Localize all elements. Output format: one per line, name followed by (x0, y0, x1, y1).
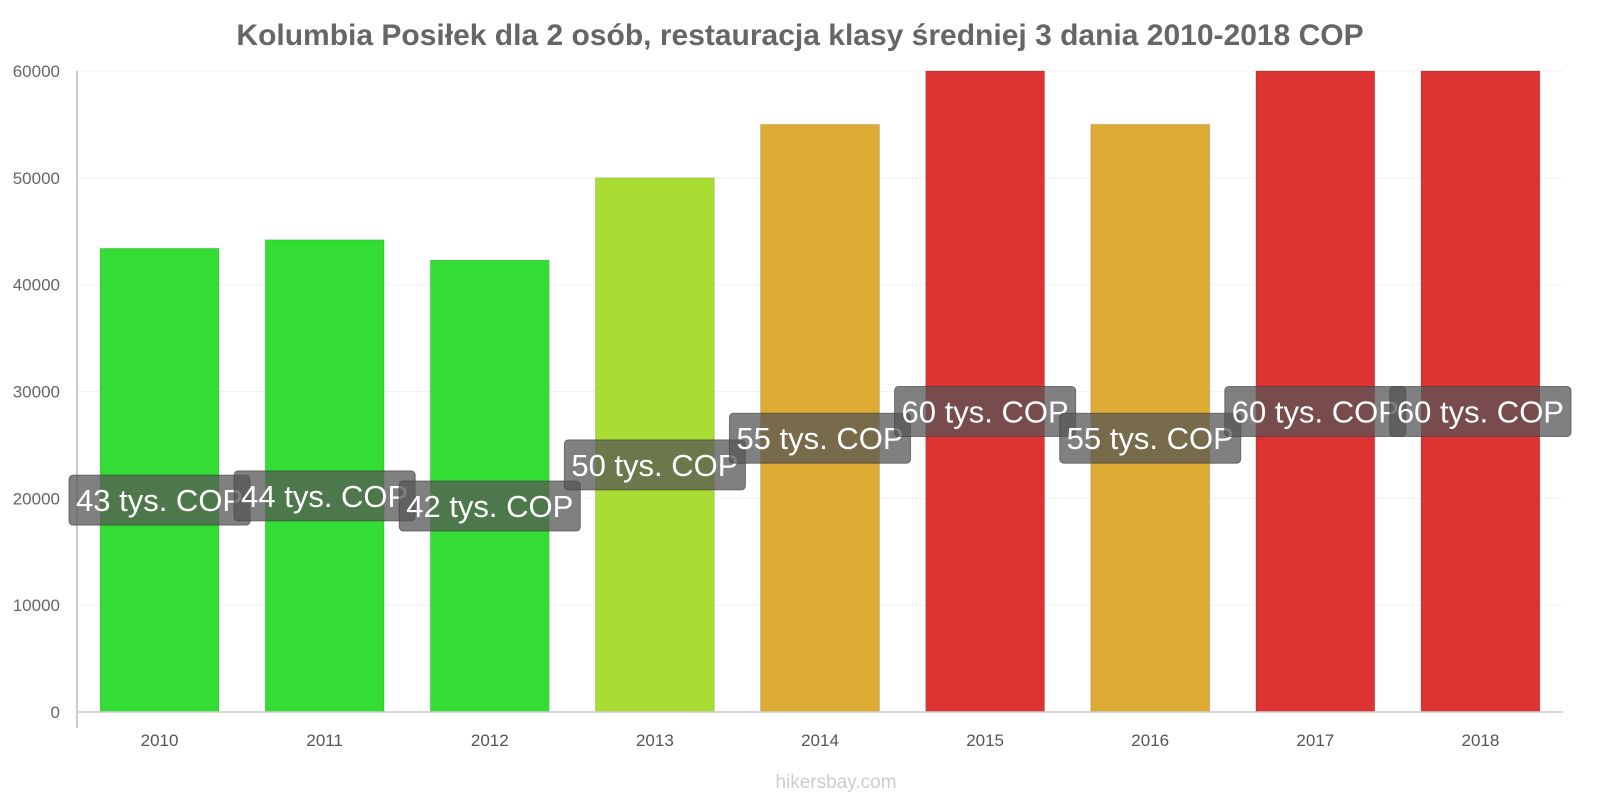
y-tick-label: 50000 (13, 169, 60, 188)
data-label-2015: 60 tys. COP (894, 386, 1077, 437)
x-tick-label: 2017 (1296, 731, 1334, 750)
y-axis: 0 10000 20000 30000 40000 50000 60000 (13, 62, 78, 728)
y-tick-label: 40000 (13, 276, 60, 295)
data-label-text: 44 tys. COP (241, 479, 408, 514)
data-label-text: 43 tys. COP (76, 483, 243, 518)
x-tick-label: 2013 (636, 731, 674, 750)
data-label-box (398, 480, 581, 532)
y-tick-label: 10000 (13, 596, 60, 615)
data-label-text: 60 tys. COP (902, 395, 1069, 430)
x-tick-label: 2012 (471, 731, 509, 750)
data-label-2013: 50 tys. COP (563, 439, 746, 491)
watermark: hikersbay.com (775, 772, 896, 793)
data-label-box (1389, 386, 1572, 437)
data-label-box (728, 412, 912, 464)
data-label-box (1059, 412, 1242, 464)
data-label-text: 42 tys. COP (406, 489, 573, 524)
data-label-2016: 55 tys. COP (1059, 412, 1242, 464)
x-tick-label: 2018 (1462, 731, 1500, 750)
x-tick-label: 2014 (801, 731, 839, 750)
data-label-text: 55 tys. COP (1067, 421, 1234, 456)
data-label-2010: 43 tys. COP (68, 474, 251, 526)
data-label-2017: 60 tys. COP (1224, 386, 1407, 437)
data-label-text: 60 tys. COP (1232, 395, 1399, 430)
x-tick-label: 2016 (1131, 731, 1169, 750)
data-label-2018: 60 tys. COP (1389, 386, 1572, 437)
data-label-2011: 44 tys. COP (233, 470, 416, 522)
data-label-text: 60 tys. COP (1397, 395, 1564, 430)
y-tick-label: 0 (51, 703, 60, 722)
data-label-box (894, 386, 1077, 437)
x-axis: 2010 2011 2012 2013 2014 2015 2016 2017 2018 (77, 711, 1563, 750)
y-tick-label: 20000 (13, 489, 60, 508)
y-tick-label: 60000 (13, 62, 60, 81)
y-tick-label: 30000 (13, 383, 60, 402)
data-label-text: 50 tys. COP (571, 448, 738, 483)
x-tick-label: 2010 (141, 731, 179, 750)
data-label-box (563, 439, 746, 491)
x-tick-label: 2011 (306, 731, 343, 750)
chart-title: Kolumbia Posiłek dla 2 osób, restauracja… (236, 19, 1363, 52)
data-label-2014: 55 tys. COP (728, 412, 912, 464)
data-label-2012: 42 tys. COP (398, 480, 581, 532)
data-label-text: 55 tys. COP (736, 421, 903, 456)
x-tick-label: 2015 (966, 731, 1004, 750)
